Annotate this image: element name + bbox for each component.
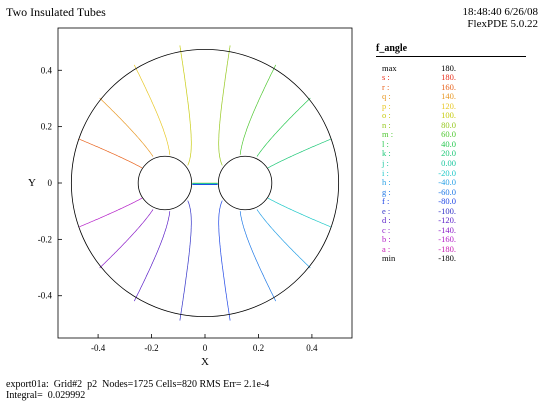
contour-line bbox=[133, 64, 171, 155]
legend-row: min -180. bbox=[376, 254, 536, 264]
legend-key: m : bbox=[382, 129, 394, 140]
legend-value: -80.0 bbox=[438, 196, 456, 207]
legend-value: -60.0 bbox=[438, 186, 456, 197]
legend-row: d : -120. bbox=[376, 216, 536, 226]
legend-key: f : bbox=[382, 196, 390, 207]
legend-row: f : -80.0 bbox=[376, 197, 536, 207]
legend-row: r : 160. bbox=[376, 81, 536, 93]
legend-key: h : bbox=[382, 177, 391, 188]
legend-rows: max 180. s : 180. r : 160. q : 140. p : 120. o : 10… bbox=[376, 62, 536, 264]
legend-row: b : -160. bbox=[376, 235, 536, 245]
legend-row: c : -140. bbox=[376, 224, 536, 236]
legend-row: a : -180. bbox=[376, 243, 536, 255]
timestamp-block: 18:48:40 6/26/08 FlexPDE 5.0.22 bbox=[463, 6, 538, 30]
legend-key: s : bbox=[382, 72, 390, 83]
legend-row: n : 80.0 bbox=[376, 119, 536, 131]
x-tick-label: 0 bbox=[203, 343, 208, 353]
legend-value: -160. bbox=[438, 234, 456, 245]
legend-value: 100. bbox=[441, 110, 456, 121]
legend-value: -40.0 bbox=[438, 177, 456, 188]
legend-key: min bbox=[382, 253, 396, 264]
footer-stats: export01a: Grid#2 p2 Nodes=1725 Cells=82… bbox=[6, 379, 269, 401]
y-axis-label: Y bbox=[28, 177, 36, 189]
legend-key: g : bbox=[382, 186, 391, 197]
legend-key: j : bbox=[382, 158, 389, 169]
legend-row: k : 20.0 bbox=[376, 149, 536, 159]
legend-key: c : bbox=[382, 224, 391, 235]
legend-row: h : -40.0 bbox=[376, 178, 536, 188]
x-tick-label: 0.4 bbox=[306, 343, 318, 353]
legend-key: b : bbox=[382, 234, 391, 245]
x-tick-label: -0.2 bbox=[144, 343, 158, 353]
legend-row: p : 120. bbox=[376, 100, 536, 112]
legend-value: -120. bbox=[438, 215, 456, 226]
left-tube bbox=[137, 155, 193, 211]
contour-line bbox=[99, 97, 154, 157]
legend-row: l : 40.0 bbox=[376, 138, 536, 150]
legend-key: r : bbox=[382, 81, 390, 92]
x-tick-label: -0.4 bbox=[91, 343, 106, 353]
legend-key: a : bbox=[382, 243, 391, 254]
legend-key: max bbox=[382, 62, 397, 73]
legend-key: d : bbox=[382, 215, 391, 226]
legend-value: -140. bbox=[438, 224, 456, 235]
legend-key: p : bbox=[382, 100, 391, 111]
legend-value: 140. bbox=[441, 91, 456, 102]
legend-row: m : 60.0 bbox=[376, 130, 536, 140]
legend-value: 80.0 bbox=[441, 119, 456, 130]
contour-line bbox=[79, 138, 143, 169]
legend-value: 0.00 bbox=[441, 158, 456, 169]
timestamp: 18:48:40 6/26/08 bbox=[462, 6, 538, 18]
legend-row: s : 180. bbox=[376, 73, 536, 83]
contour-line bbox=[99, 209, 154, 269]
legend-key: o : bbox=[382, 110, 391, 121]
plot-title: Two Insulated Tubes bbox=[6, 5, 106, 19]
legend-row: i : -20.0 bbox=[376, 167, 536, 179]
legend-value: 160. bbox=[441, 81, 456, 92]
legend-key: i : bbox=[382, 167, 389, 178]
legend-row: o : 100. bbox=[376, 111, 536, 121]
contour-line bbox=[192, 45, 231, 184]
legend-value: 60.0 bbox=[441, 129, 456, 140]
footer-grid-line: export01a: Grid#2 p2 Nodes=1725 Cells=82… bbox=[6, 379, 270, 390]
legend-key: k : bbox=[382, 148, 391, 159]
legend-key: q : bbox=[382, 91, 391, 102]
legend-row: q : 140. bbox=[376, 92, 536, 102]
x-tick-label: 0.2 bbox=[253, 343, 264, 353]
legend-row: max 180. bbox=[376, 62, 536, 74]
y-tick-label: -0.4 bbox=[38, 291, 53, 301]
legend-value: -180. bbox=[438, 243, 456, 254]
legend-key: n : bbox=[382, 119, 391, 130]
legend-value: 180. bbox=[441, 72, 456, 83]
contour-legend: f_angle max 180. s : 180. r : 160. q : 140. p : 1… bbox=[376, 44, 536, 264]
legend-value: -180. bbox=[438, 253, 456, 264]
y-tick-label: 0.2 bbox=[41, 122, 52, 132]
y-tick-label: 0.4 bbox=[41, 65, 53, 75]
footer-integral-line: Integral= 0.029992 bbox=[6, 390, 86, 401]
legend-row: j : 0.00 bbox=[376, 158, 536, 169]
legend-row: e : -100. bbox=[376, 205, 536, 217]
program-version: FlexPDE 5.0.22 bbox=[467, 18, 538, 30]
legend-key: l : bbox=[382, 138, 389, 149]
legend-value: 20.0 bbox=[441, 148, 456, 159]
legend-value: -100. bbox=[438, 205, 456, 216]
legend-value: 180. bbox=[441, 62, 456, 73]
legend-value: 120. bbox=[441, 100, 456, 111]
contour-line bbox=[179, 200, 192, 321]
contour-line bbox=[133, 211, 171, 302]
contour-line bbox=[179, 45, 192, 166]
x-axis-label: X bbox=[201, 356, 209, 368]
legend-value: 40.0 bbox=[441, 138, 456, 149]
y-tick-label: 0 bbox=[48, 178, 53, 188]
contour-line bbox=[79, 197, 143, 228]
y-tick-label: -0.2 bbox=[38, 234, 52, 244]
legend-row: g : -60.0 bbox=[376, 186, 536, 198]
outer-boundary bbox=[70, 48, 340, 318]
legend-key: e : bbox=[382, 205, 391, 216]
contour-line bbox=[192, 184, 231, 321]
legend-title: f_angle bbox=[376, 44, 526, 57]
right-tube bbox=[217, 155, 273, 211]
legend-value: -20.0 bbox=[438, 167, 456, 178]
